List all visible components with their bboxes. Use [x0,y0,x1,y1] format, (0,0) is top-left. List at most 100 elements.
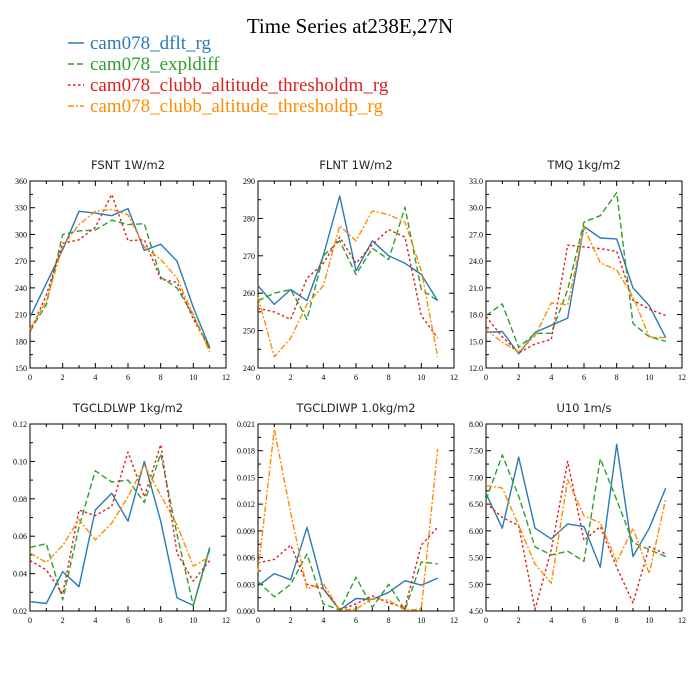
series-line [485,226,666,353]
y-tick-label: 0.009 [237,527,255,536]
series-line [485,454,666,562]
y-tick-label: 300 [15,230,27,239]
y-tick-label: 15.0 [469,337,483,346]
x-tick-label: 6 [126,373,130,382]
series-line [485,244,666,354]
chart-panel: U10 1m/s 0 2 4 6 8 10 12 4.50 5.00 5.50 6.00 6.50 7.0… [469,401,686,625]
x-tick-label: 10 [645,373,653,382]
y-tick-label: 0.10 [13,457,27,466]
y-tick-label: 6.00 [469,527,483,536]
chart-panels: FSNT 1W/m20 2 4 6 8 10 12150180210240270300330… [13,158,686,625]
x-tick-label: 10 [189,373,197,382]
series-line [29,460,211,607]
x-tick-label: 10 [417,373,425,382]
chart-panel: FLNT 1W/m2 0 2 4 6 8 10 12 240 250 260 270 280 290 [243,158,458,382]
y-tick-label: 0.006 [237,554,255,563]
y-tick-label: 0.08 [13,495,27,504]
y-tick-label: 33.0 [469,177,483,186]
series-line [29,207,211,348]
x-tick-label: 0 [28,373,32,382]
legend-label: cam078_clubb_altitude_thresholdm_rg [90,75,389,96]
y-tick-label: 240 [243,364,255,373]
y-tick-label: 27.0 [469,230,483,239]
y-tick-label: 8.00 [469,420,483,429]
y-tick-label: 0.015 [237,473,255,482]
x-tick-label: 4 [549,373,553,382]
x-tick-label: 2 [517,373,521,382]
x-tick-label: 6 [354,616,358,625]
y-tick-label: 0.018 [237,447,255,456]
y-tick-label: 280 [243,214,255,223]
y-tick-label: 21.0 [469,284,483,293]
x-tick-label: 4 [321,616,325,625]
y-tick-label: 0.12 [13,420,27,429]
y-tick-label: 0.003 [237,580,255,589]
series-line [29,464,211,567]
x-tick-label: 2 [517,616,521,625]
x-tick-label: 12 [450,373,458,382]
y-tick-label: 360 [15,177,27,186]
legend: cam078_dflt_rgcam078_expldiffcam078_club… [68,33,389,117]
y-tick-label: 270 [15,257,27,266]
series-line [29,193,211,349]
series-line [257,526,438,611]
x-tick-label: 2 [289,616,293,625]
series-line [485,443,667,568]
y-tick-label: 290 [243,177,255,186]
figure-title: Time Series at238E,27N [247,14,453,38]
chart-panel: TMQ 1kg/m2 0 2 4 6 8 10 12 12.0 15.0 18.0 21.0 24.0 2… [469,158,686,382]
chart-panel: FSNT 1W/m2 0 2 4 6 8 10 12 150 180 210 240 270 300 330… [15,158,230,382]
y-tick-label: 0.000 [237,607,255,616]
x-tick-label: 8 [159,616,163,625]
y-tick-label: 150 [15,364,27,373]
y-tick-label: 5.00 [469,580,483,589]
series-line [257,553,438,611]
x-tick-label: 6 [582,373,586,382]
y-tick-label: 0.04 [13,570,27,579]
chart-panel: TGCLDLWP 1kg/m2 0 2 4 6 8 10 12 0.02 0.04 0.06 0.08… [13,401,230,625]
y-tick-label: 5.50 [469,554,483,563]
y-tick-label: 30.0 [469,204,483,213]
series-line [257,195,439,306]
y-tick-label: 180 [15,337,27,346]
y-tick-label: 4.50 [469,607,483,616]
y-tick-label: 210 [15,311,27,320]
y-tick-label: 0.012 [237,500,255,509]
y-tick-label: 0.02 [13,607,27,616]
series-line [257,526,439,611]
panel-title: TGCLDLWP 1kg/m2 [72,401,183,415]
panel-title: FLNT 1W/m2 [319,158,392,172]
legend-label: cam078_clubb_altitude_thresholdp_rg [90,96,384,117]
x-tick-label: 4 [321,373,325,382]
x-tick-label: 10 [417,616,425,625]
x-tick-label: 6 [126,616,130,625]
x-tick-label: 4 [93,616,97,625]
series-line [485,191,666,349]
x-tick-label: 10 [645,616,653,625]
y-tick-label: 240 [15,284,27,293]
x-tick-label: 6 [354,373,358,382]
series-line [485,460,666,611]
x-tick-label: 12 [222,616,230,625]
x-tick-label: 2 [61,616,65,625]
x-tick-label: 2 [61,373,65,382]
x-tick-label: 4 [549,616,553,625]
x-tick-label: 12 [678,373,686,382]
y-tick-label: 260 [243,289,255,298]
x-tick-label: 8 [387,373,391,382]
y-tick-label: 0.021 [237,420,255,429]
y-tick-label: 250 [243,327,255,336]
series-line [29,443,211,595]
series-line [485,478,667,584]
x-tick-label: 8 [159,373,163,382]
y-tick-label: 330 [15,204,27,213]
y-tick-label: 12.0 [469,364,483,373]
chart-panel: TGCLDIWP 1.0kg/m2 0 2 4 6 8 10 12 0.000 0.003 0.00… [237,401,458,625]
legend-label: cam078_expldiff [90,54,220,75]
x-tick-label: 12 [450,616,458,625]
legend-label: cam078_dflt_rg [90,33,212,54]
x-tick-label: 12 [222,373,230,382]
x-tick-label: 6 [582,616,586,625]
y-tick-label: 0.06 [13,532,27,541]
